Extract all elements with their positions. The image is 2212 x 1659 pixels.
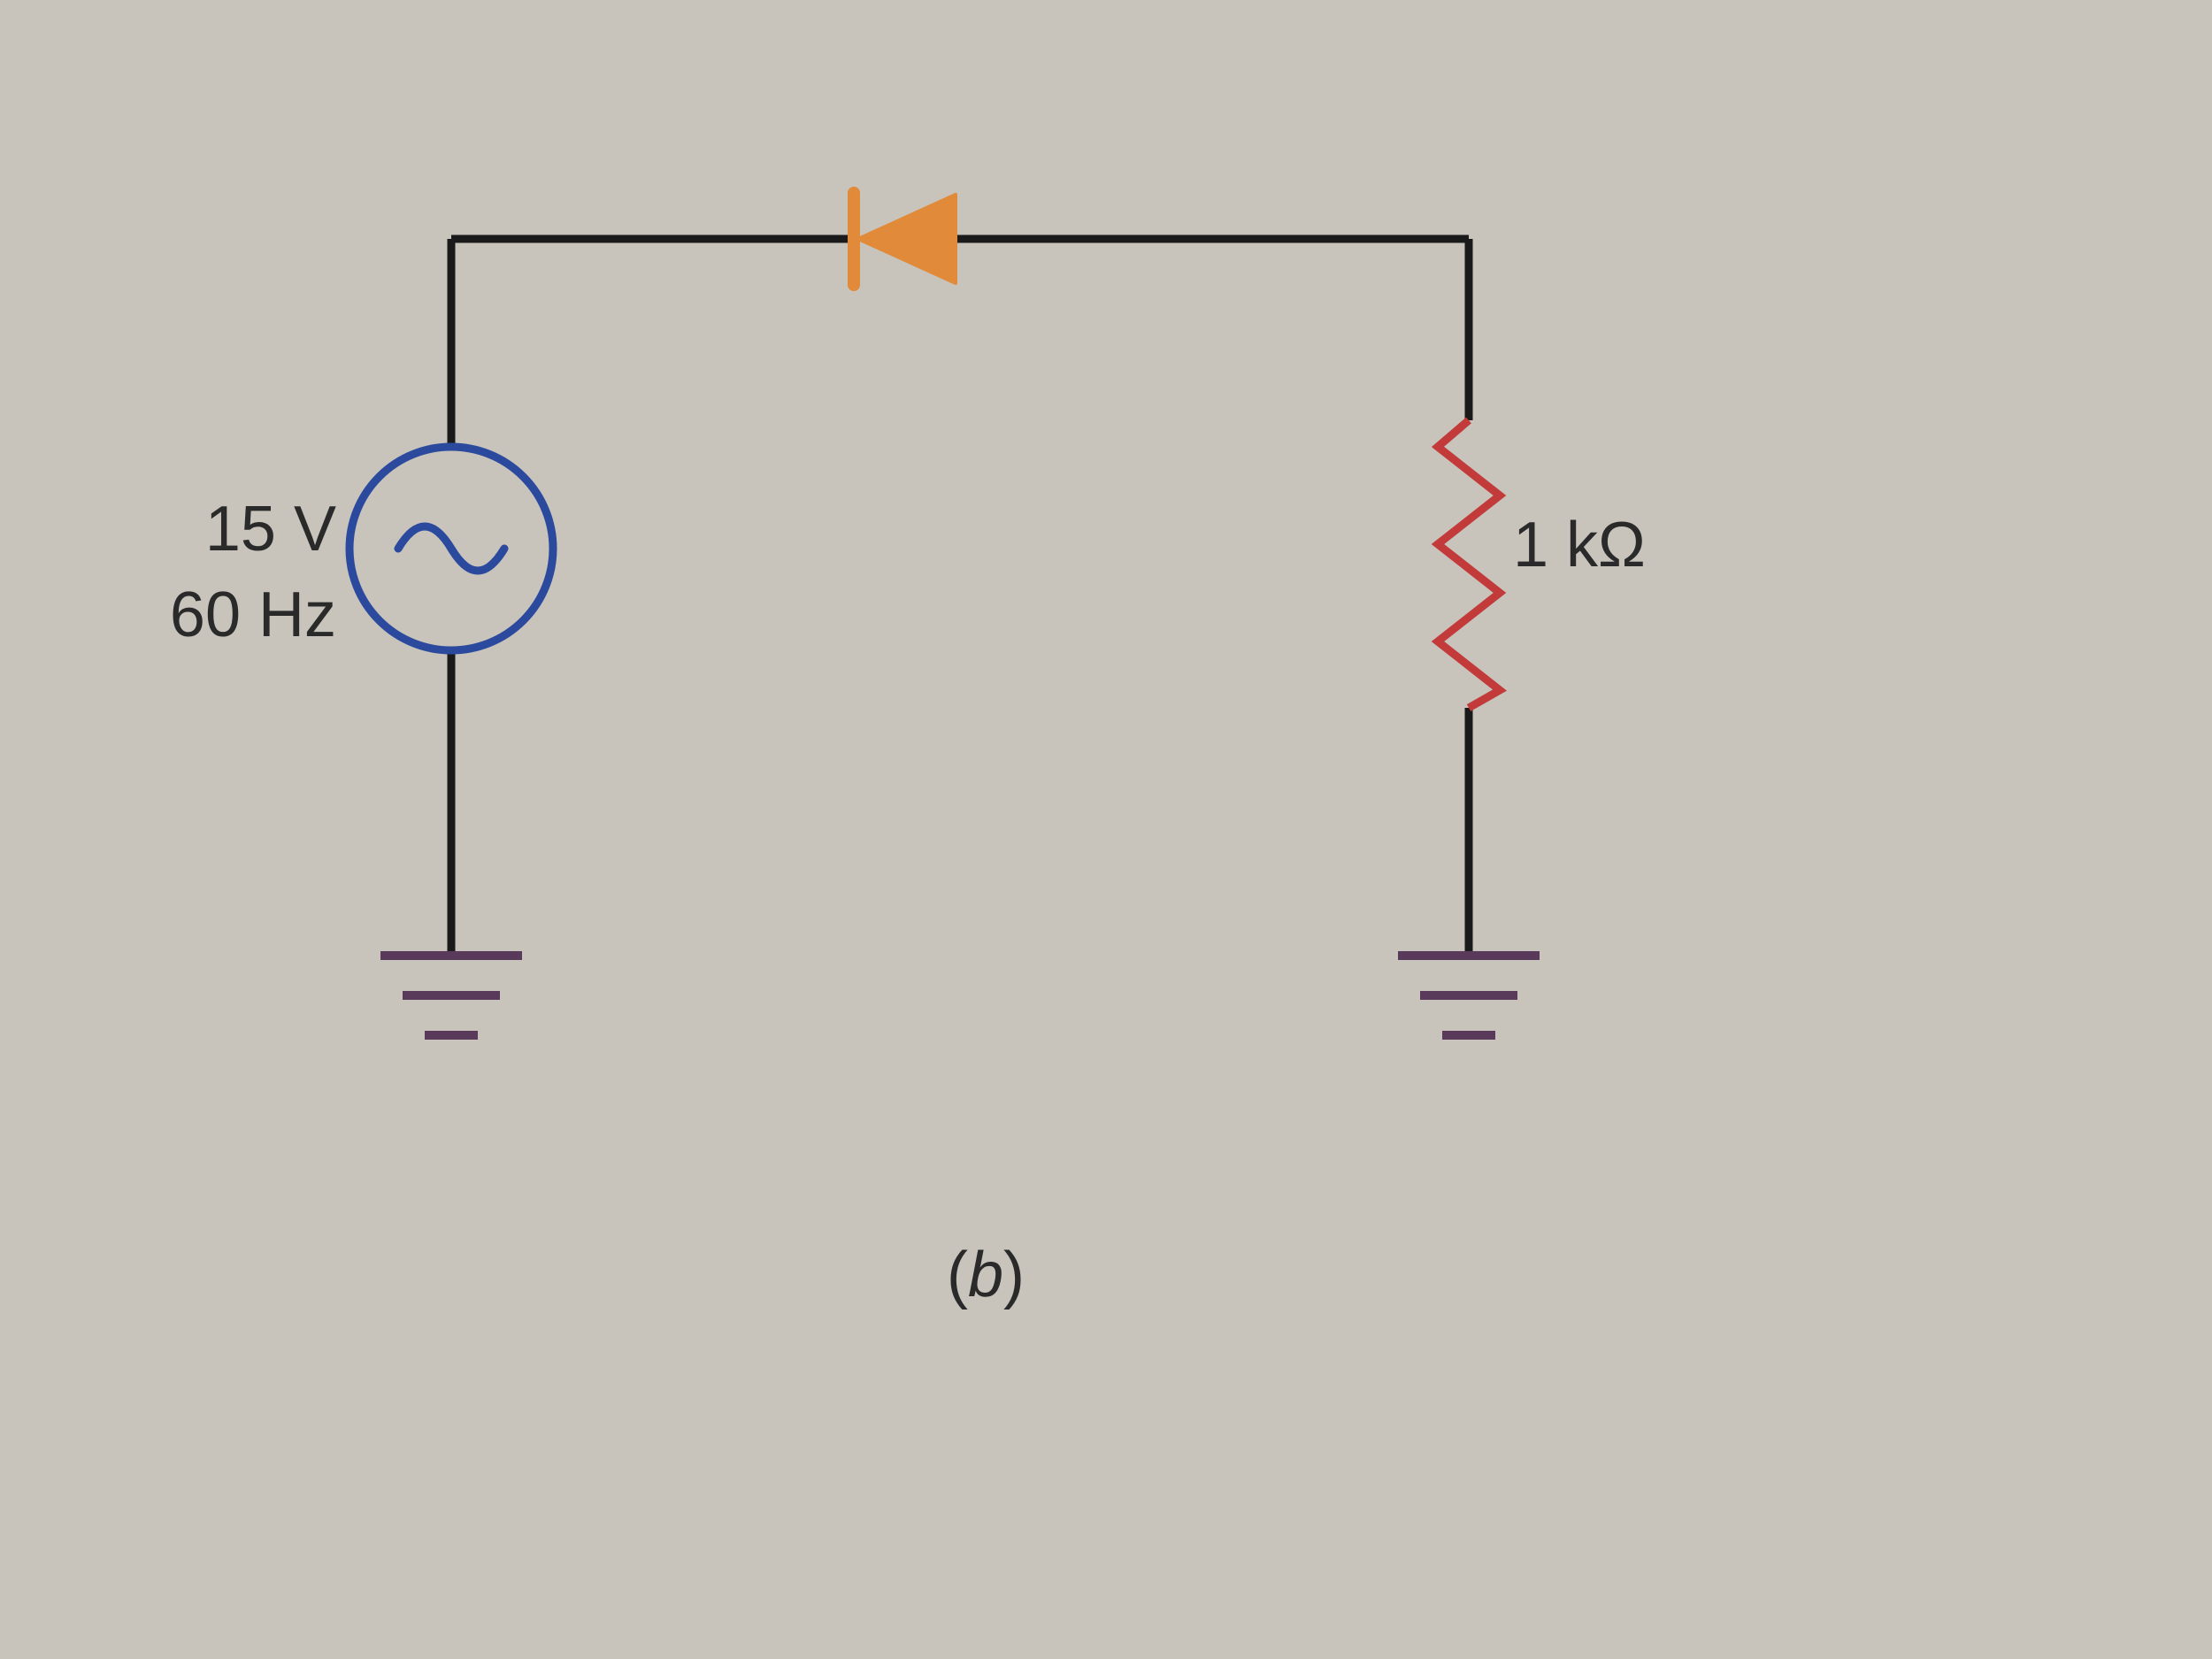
resistor-zigzag bbox=[1438, 420, 1500, 708]
voltage-text: 15 V bbox=[205, 494, 336, 565]
ground-right bbox=[1398, 956, 1540, 1035]
circuit-diagram: 15 V 60 Hz 1 kΩ (b) bbox=[248, 159, 1752, 1310]
ground-left bbox=[380, 956, 522, 1035]
figure-caption-letter: b bbox=[968, 1240, 1003, 1310]
figure-caption: (b) bbox=[947, 1239, 1025, 1311]
resistor-label: 1 kΩ bbox=[1513, 509, 1646, 581]
circuit-svg bbox=[248, 159, 1752, 1310]
source-label: 15 V 60 Hz bbox=[133, 487, 336, 658]
frequency-text: 60 Hz bbox=[170, 580, 336, 650]
diode-triangle bbox=[858, 195, 956, 283]
ac-source-sine bbox=[398, 526, 504, 571]
